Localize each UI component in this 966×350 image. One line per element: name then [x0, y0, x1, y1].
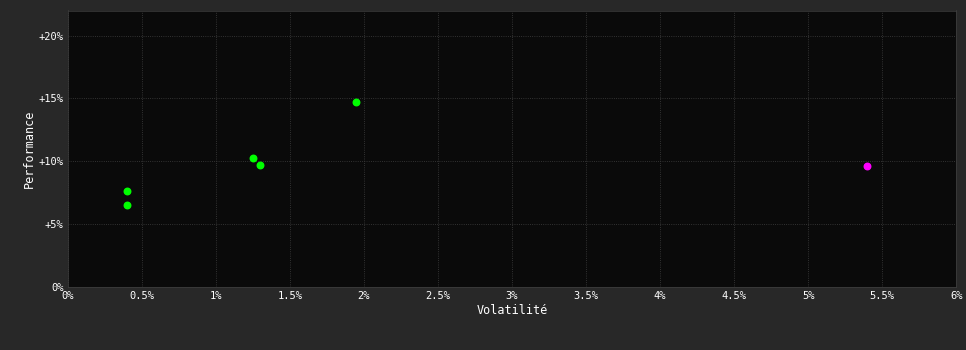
Y-axis label: Performance: Performance	[22, 110, 36, 188]
Point	[860, 163, 875, 169]
X-axis label: Volatilité: Volatilité	[476, 304, 548, 317]
Point	[252, 162, 268, 168]
Point	[119, 203, 134, 208]
Point	[119, 189, 134, 194]
Point	[245, 155, 261, 160]
Point	[349, 99, 364, 105]
